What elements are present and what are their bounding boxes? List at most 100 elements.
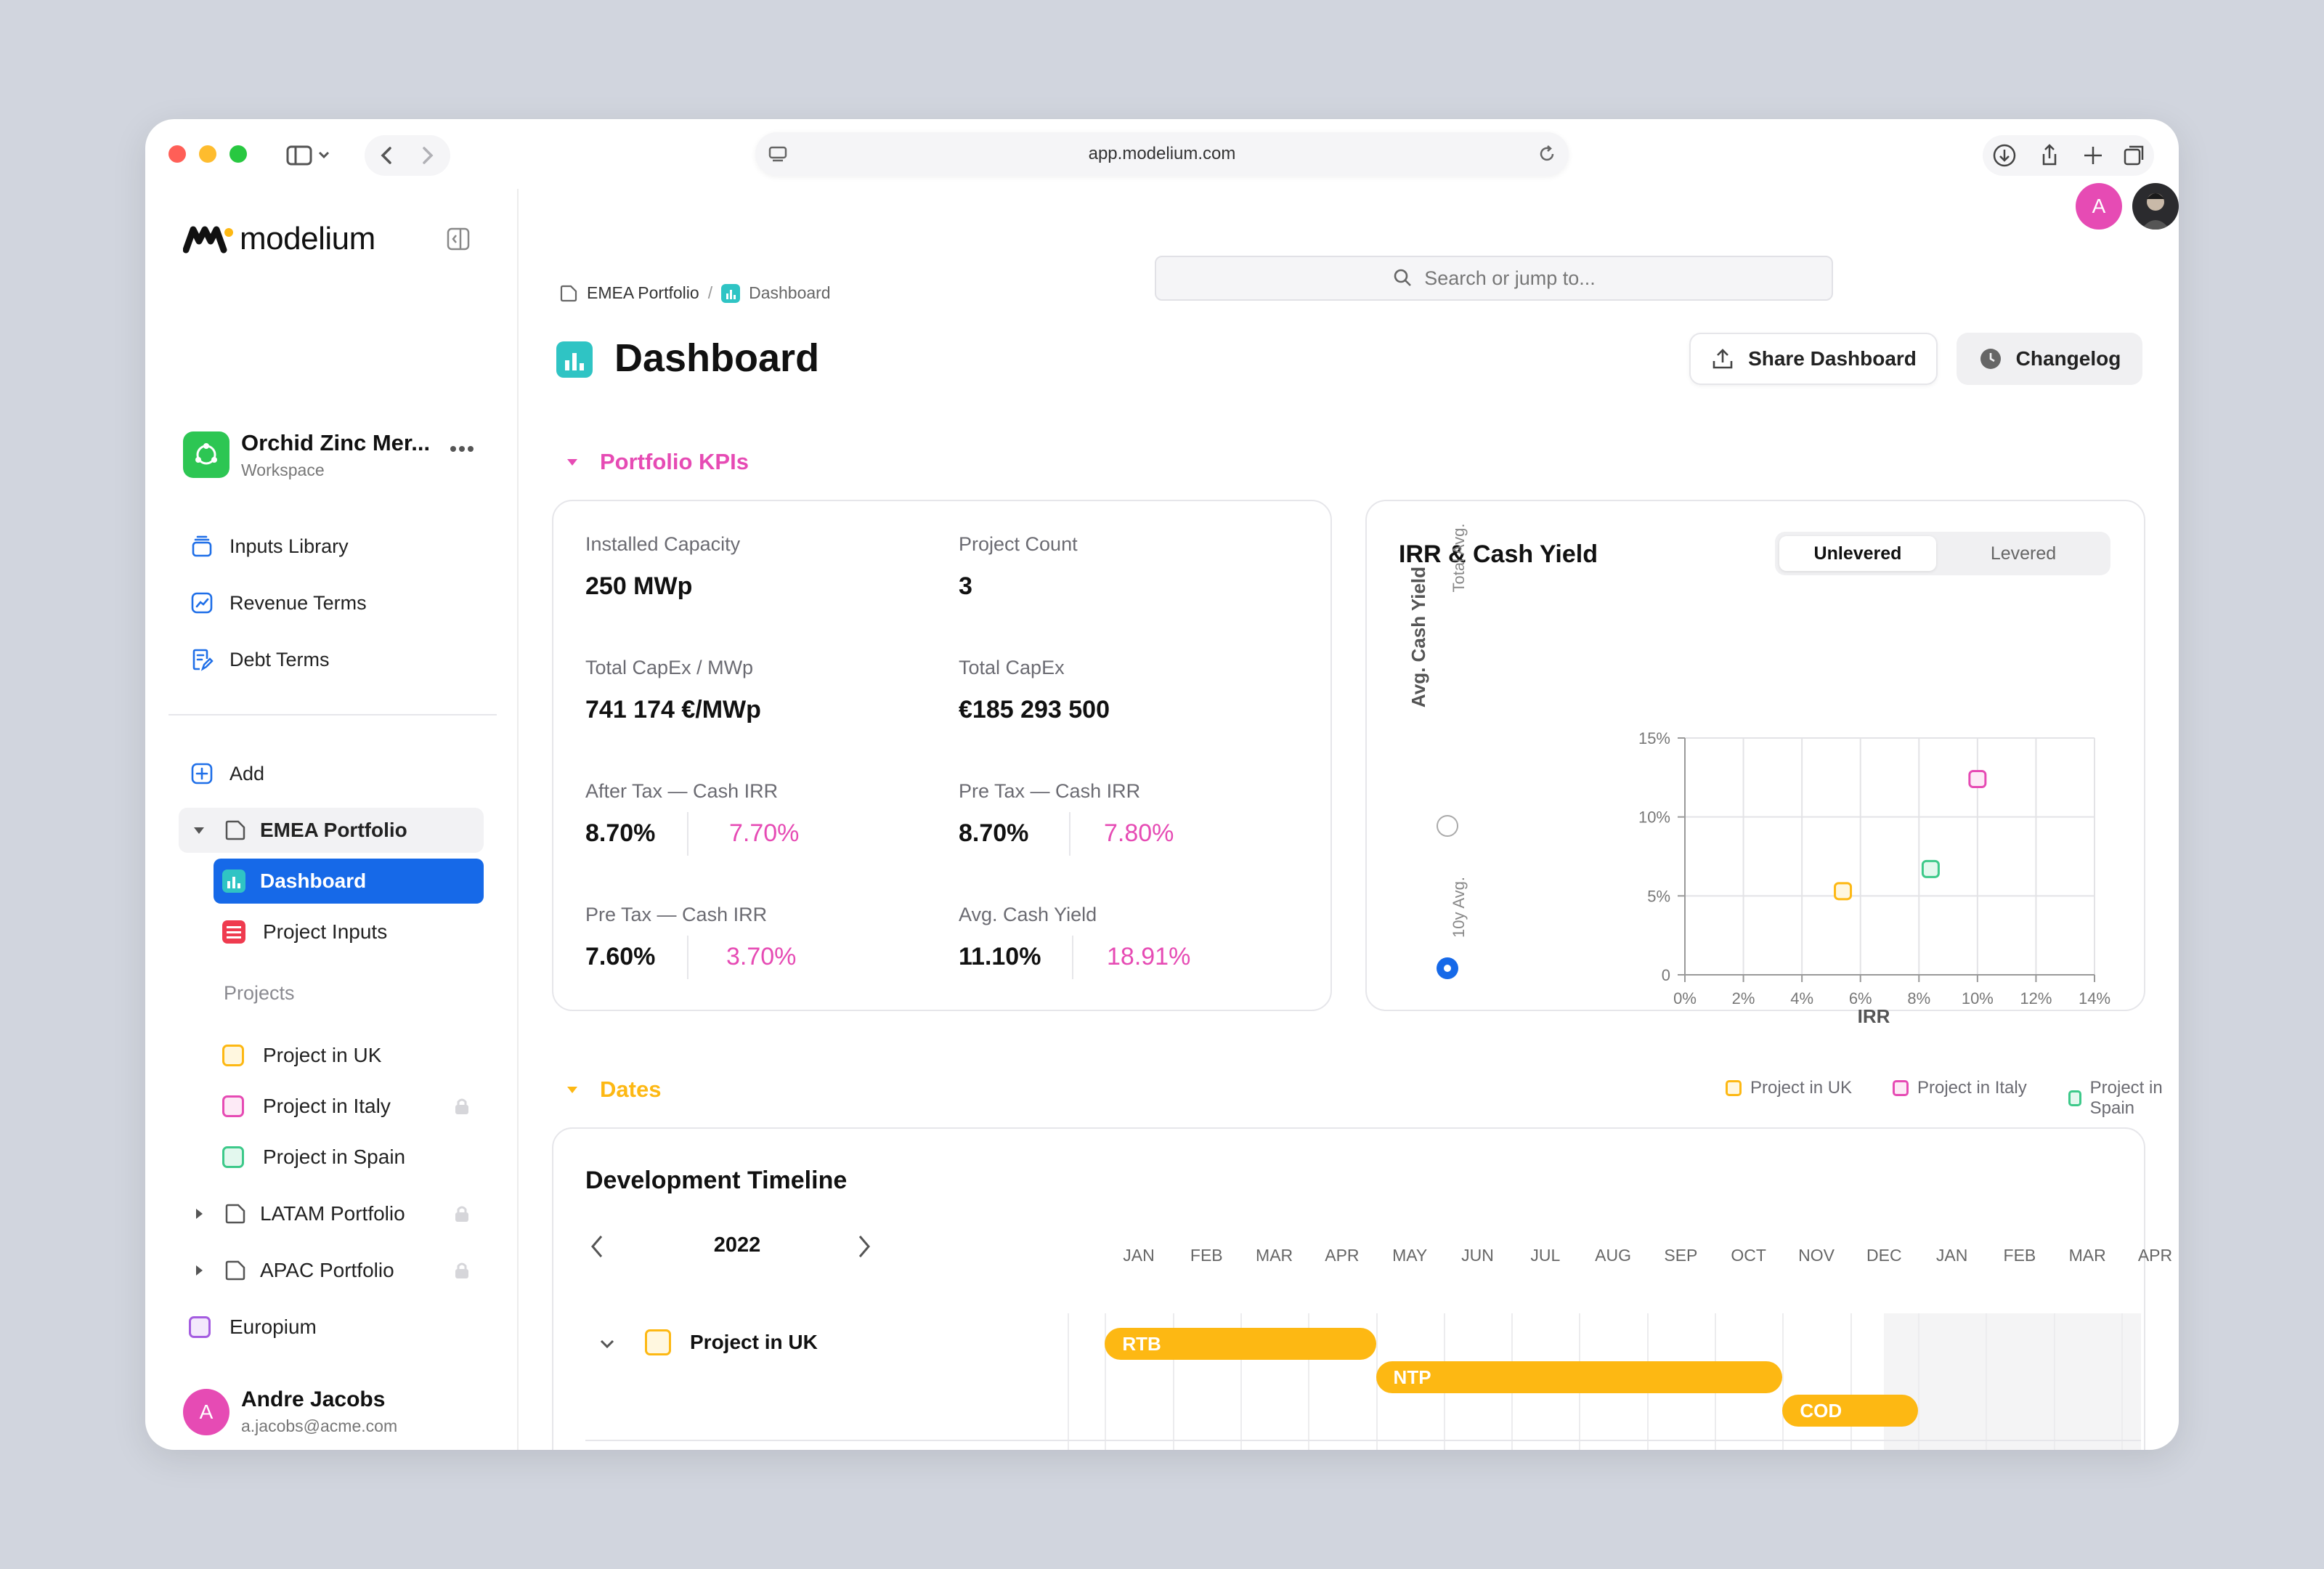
next-year-icon[interactable] <box>854 1232 874 1261</box>
dashboard-chart-icon <box>721 283 741 303</box>
page-settings-icon[interactable] <box>768 145 787 163</box>
kpi-divider <box>1069 812 1070 856</box>
nav-debt-terms[interactable]: Debt Terms <box>189 639 330 680</box>
tree-item-europium[interactable]: Europium <box>189 1305 317 1350</box>
kpi-label: After Tax — Cash IRR <box>585 780 779 802</box>
project-color-icon <box>222 1146 244 1168</box>
tab-overview-icon[interactable] <box>2124 145 2144 166</box>
tree-label: Dashboard <box>260 869 367 892</box>
sidebar: modelium Orchid Zinc Mer... Workspace In… <box>145 189 519 1450</box>
tree-item-project-inputs[interactable]: Project Inputs <box>222 909 387 954</box>
workspace-color-icon <box>189 1316 211 1338</box>
share-icon[interactable] <box>2042 144 2057 166</box>
kpi-value: 8.70% <box>959 819 1029 847</box>
total-avg-radio[interactable] <box>1437 815 1458 837</box>
tab-unlevered[interactable]: Unlevered <box>1779 536 1936 571</box>
y-tick-label: 15% <box>1638 729 1670 747</box>
timeline-year: 2022 <box>713 1233 761 1257</box>
new-tab-icon[interactable] <box>2084 147 2102 164</box>
workspace-subtitle: Workspace <box>241 461 325 479</box>
back-arrow-icon[interactable] <box>381 147 391 164</box>
y-tick-label: 0 <box>1662 966 1670 984</box>
breadcrumb: EMEA Portfolio / Dashboard <box>559 283 831 303</box>
stack-icon <box>189 533 215 559</box>
tree-item-project-uk[interactable]: Project in UK <box>222 1033 381 1078</box>
sidebar-toggle-button[interactable] <box>282 139 337 171</box>
app-logo[interactable]: modelium <box>183 221 375 257</box>
emea-portfolio-highlight <box>179 808 484 853</box>
chevron-down-icon[interactable] <box>597 1334 617 1354</box>
tree-item-dashboard[interactable]: Dashboard <box>214 859 484 904</box>
workspace-name[interactable]: Orchid Zinc Mer... <box>241 430 431 455</box>
tree-label: Project in UK <box>263 1044 382 1066</box>
caret-down-icon <box>567 459 577 466</box>
add-button[interactable]: Add <box>189 753 264 794</box>
breadcrumb-parent[interactable]: EMEA Portfolio <box>587 283 699 302</box>
y-axis-label: Avg. Cash Yield <box>1407 566 1429 708</box>
maximize-window-button[interactable] <box>229 145 247 163</box>
download-icon[interactable] <box>1993 144 2016 167</box>
table-icon <box>222 920 245 944</box>
caret-right-icon[interactable] <box>192 1207 206 1221</box>
folder-icon <box>225 820 245 840</box>
collaborator-photo-avatar[interactable] <box>2132 183 2179 230</box>
page-title: Dashboard <box>614 336 820 380</box>
caret-down-icon <box>567 1087 577 1093</box>
tab-levered[interactable]: Levered <box>1990 543 2057 564</box>
section-toggle-kpis[interactable]: Portfolio KPIs <box>565 449 749 475</box>
folder-icon <box>560 285 577 301</box>
ten-year-avg-label: 10y Avg. <box>1450 877 1468 938</box>
tree-item-project-spain[interactable]: Project in Spain <box>222 1135 405 1180</box>
reload-icon[interactable] <box>1537 144 1557 164</box>
irr-cash-yield-card <box>1365 500 2145 1011</box>
address-bar[interactable]: app.modelium.com <box>755 132 1569 176</box>
section-toggle-dates[interactable]: Dates <box>565 1077 661 1103</box>
search-icon <box>1394 269 1412 286</box>
user-name[interactable]: Andre Jacobs <box>241 1387 386 1411</box>
breadcrumb-separator: / <box>707 283 713 302</box>
tree-item-apac-portfolio[interactable]: APAC Portfolio <box>192 1248 394 1293</box>
changelog-label: Changelog <box>2015 347 2121 370</box>
history-nav <box>365 135 450 176</box>
leverage-toggle: Unlevered Levered <box>1775 532 2110 575</box>
browser-actions <box>1983 135 2154 176</box>
tree-item-project-italy[interactable]: Project in Italy <box>222 1084 391 1129</box>
collaborator-avatar[interactable]: A <box>2076 183 2122 230</box>
ten-year-avg-radio[interactable] <box>1437 957 1458 979</box>
nav-inputs-library[interactable]: Inputs Library <box>189 526 349 567</box>
tree-item-emea-portfolio[interactable]: EMEA Portfolio <box>192 808 407 853</box>
workspace-avatar[interactable] <box>183 431 229 478</box>
changelog-button[interactable]: Changelog <box>1957 333 2142 385</box>
tree-label: EMEA Portfolio <box>260 819 407 841</box>
user-avatar[interactable]: A <box>183 1389 229 1435</box>
kpi-value: 741 174 €/MWp <box>585 696 761 723</box>
nav-revenue-terms[interactable]: Revenue Terms <box>189 583 367 623</box>
caret-right-icon[interactable] <box>192 1263 206 1278</box>
search-input[interactable]: Search or jump to... <box>1155 256 1833 301</box>
forward-arrow-icon[interactable] <box>423 147 434 164</box>
minimize-window-button[interactable] <box>199 145 216 163</box>
previous-year-icon[interactable] <box>587 1232 607 1261</box>
x-tick-label: 14% <box>2079 989 2110 1008</box>
kpi-label: Avg. Cash Yield <box>959 904 1097 925</box>
main-content: Search or jump to... A 2 <box>519 183 2179 1450</box>
legend-label: Project in Italy <box>1917 1078 2027 1098</box>
timeline-row-project-uk[interactable]: Project in UK <box>645 1329 818 1355</box>
x-tick-label: 2% <box>1732 989 1755 1008</box>
y-tick-label: 5% <box>1647 887 1670 905</box>
share-dashboard-button[interactable]: Share Dashboard <box>1689 333 1938 385</box>
tree-item-latam-portfolio[interactable]: LATAM Portfolio <box>192 1191 405 1236</box>
data-point <box>1834 882 1853 901</box>
project-color-icon <box>222 1045 244 1066</box>
tree-label: LATAM Portfolio <box>260 1202 405 1225</box>
collapse-sidebar-icon[interactable] <box>446 227 471 251</box>
kpi-card <box>552 500 1332 1011</box>
timeline-project-label: Project in UK <box>690 1331 818 1353</box>
close-window-button[interactable] <box>168 145 186 163</box>
section-title: Dates <box>600 1077 662 1102</box>
more-options-icon[interactable] <box>449 445 475 453</box>
tree-label: APAC Portfolio <box>260 1259 394 1281</box>
lock-icon <box>455 1262 468 1278</box>
caret-down-icon[interactable] <box>192 823 206 838</box>
search-placeholder: Search or jump to... <box>1424 267 1596 289</box>
